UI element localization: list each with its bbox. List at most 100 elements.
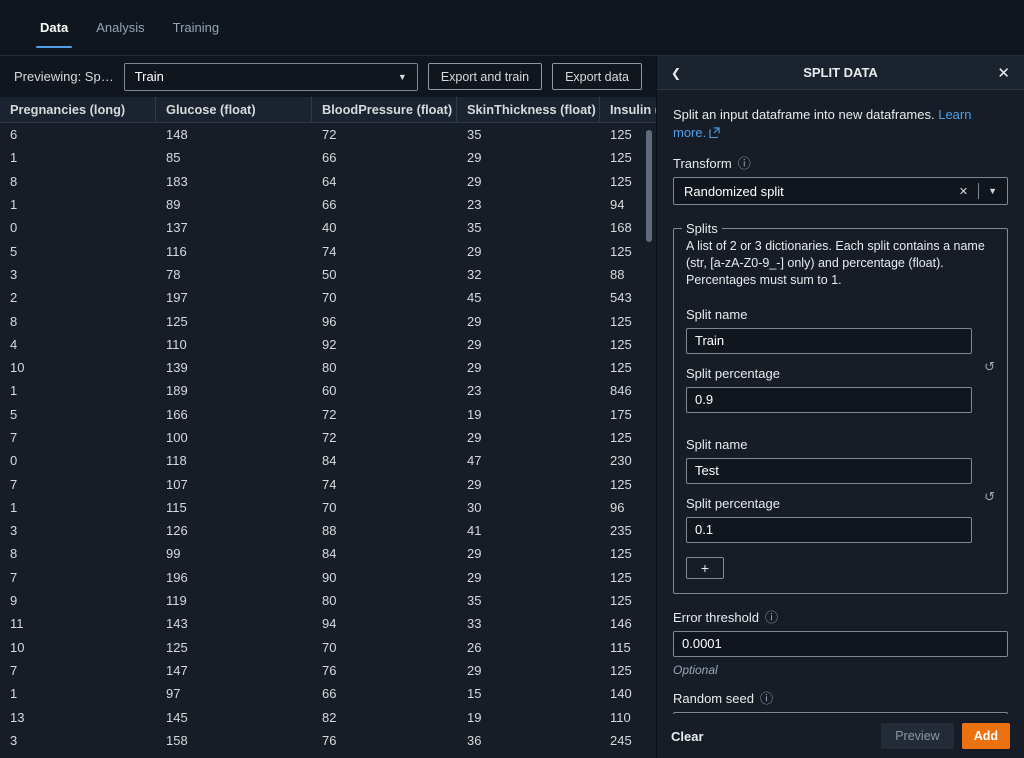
split-name-label: Split name [686, 436, 748, 452]
table-cell: 84 [322, 546, 337, 562]
table-cell: 92 [322, 336, 337, 352]
table-row[interactable]: 7 196 90 29 125 [0, 566, 656, 589]
error-threshold-input[interactable] [673, 630, 1008, 657]
table-row[interactable]: 1 97 66 15 140 [0, 682, 656, 705]
random-seed-input[interactable] [673, 711, 1008, 714]
split-percentage-input[interactable] [686, 386, 972, 413]
table-row[interactable]: 1 115 70 30 96 [0, 496, 656, 519]
table-row[interactable]: 13 145 82 19 110 [0, 705, 656, 728]
split-name-input[interactable] [686, 327, 972, 354]
table-row[interactable]: 4 110 92 29 125 [0, 333, 656, 356]
info-icon[interactable]: ⓘ [764, 609, 778, 625]
table-row[interactable]: 7 100 72 29 125 [0, 426, 656, 449]
close-icon[interactable]: ✕ [997, 64, 1010, 82]
table-row[interactable]: 7 147 76 29 125 [0, 659, 656, 682]
table-cell: 11 [10, 616, 24, 632]
preview-button[interactable]: Preview [881, 723, 954, 749]
table-header-row: Pregnancies (long) Glucose (float) Blood… [0, 97, 656, 123]
split-percentage-row: Split percentage ↺ [686, 360, 995, 381]
table-row[interactable]: 10 139 80 29 125 [0, 356, 656, 379]
info-icon[interactable]: ⓘ [759, 690, 773, 706]
table-row[interactable]: 1 89 66 23 94 [0, 193, 656, 216]
table-row[interactable]: 6 148 72 35 125 [0, 123, 656, 146]
split-percentage-input[interactable] [686, 516, 972, 543]
table-cell: 125 [610, 336, 632, 352]
table-row[interactable]: 11 143 94 33 146 [0, 612, 656, 635]
table-cell: 89 [166, 197, 181, 213]
vertical-scrollbar-thumb[interactable] [646, 130, 652, 242]
table-cell: 88 [322, 523, 337, 539]
tab-analysis-label: Analysis [96, 20, 145, 35]
table-cell: 29 [467, 662, 482, 678]
add-button[interactable]: Add [961, 723, 1010, 749]
table-row[interactable]: 3 126 88 41 235 [0, 519, 656, 542]
table-row[interactable]: 9 119 80 35 125 [0, 589, 656, 612]
table-row[interactable]: 10 125 70 26 115 [0, 636, 656, 659]
tab-training[interactable]: Training [159, 0, 233, 55]
tab-data[interactable]: Data [26, 0, 82, 55]
transform-select[interactable]: Randomized split ✕ ▼ [673, 177, 1008, 206]
table-cell: 125 [166, 313, 188, 329]
column-header-skinthickness[interactable]: SkinThickness (float) [457, 97, 600, 122]
table-cell: 125 [166, 639, 188, 655]
table-cell: 143 [166, 616, 188, 632]
table-cell: 148 [166, 127, 188, 143]
table-cell: 846 [610, 383, 632, 399]
export-and-train-button[interactable]: Export and train [427, 63, 543, 90]
column-header-insulin[interactable]: Insulin (float) [610, 102, 656, 117]
table-row[interactable]: 3 158 76 36 245 [0, 729, 656, 752]
table-row[interactable]: 0 118 84 47 230 [0, 449, 656, 472]
export-data-button[interactable]: Export data [552, 63, 642, 90]
table-cell: 29 [467, 150, 482, 166]
column-header-pregnancies[interactable]: Pregnancies (long) [0, 97, 156, 122]
preview-split-select[interactable]: Train ▼ [123, 62, 418, 91]
table-cell: 78 [166, 266, 181, 282]
table-row[interactable]: 1 85 66 29 125 [0, 146, 656, 169]
table-row[interactable]: 3 78 50 32 88 [0, 263, 656, 286]
table-cell: 125 [610, 313, 632, 329]
preview-toolbar: Previewing: Sp… Train ▼ Export and train… [0, 56, 656, 97]
chevron-left-icon[interactable]: ❮ [671, 65, 682, 80]
table-cell: 1 [10, 150, 18, 166]
tab-analysis[interactable]: Analysis [82, 0, 158, 55]
clear-selection-icon[interactable]: ✕ [958, 185, 969, 198]
table-cell: 29 [467, 360, 482, 376]
table-cell: 7 [10, 569, 18, 585]
table-cell: 125 [610, 569, 632, 585]
table-cell: 15 [467, 686, 482, 702]
table-row[interactable]: 1 189 60 23 846 [0, 379, 656, 402]
clear-button[interactable]: Clear [671, 728, 704, 744]
add-split-button[interactable]: + [686, 556, 724, 579]
table-row[interactable]: 8 183 64 29 125 [0, 170, 656, 193]
reset-icon[interactable]: ↺ [984, 488, 995, 504]
column-header-glucose[interactable]: Glucose (float) [156, 97, 312, 122]
table-row[interactable]: 5 116 74 29 125 [0, 239, 656, 262]
table-row[interactable]: 8 125 96 29 125 [0, 309, 656, 332]
table-cell: 97 [166, 686, 181, 702]
split-name-input[interactable] [686, 457, 972, 484]
table-cell: 1 [10, 197, 18, 213]
table-cell: 70 [322, 639, 337, 655]
table-row[interactable]: 0 137 40 35 168 [0, 216, 656, 239]
table-cell: 29 [467, 243, 482, 259]
table-cell: 118 [166, 453, 187, 469]
table-cell: 125 [610, 662, 632, 678]
table-cell: 125 [610, 360, 632, 376]
table-cell: 110 [166, 336, 187, 352]
learn-more-link[interactable]: Learn more. [673, 107, 971, 140]
table-cell: 125 [610, 546, 632, 562]
table-cell: 125 [610, 593, 632, 609]
table-row[interactable]: 8 99 84 29 125 [0, 542, 656, 565]
table-cell: 115 [610, 639, 631, 655]
table-cell: 72 [322, 127, 337, 143]
table-row[interactable]: 2 197 70 45 543 [0, 286, 656, 309]
reset-icon[interactable]: ↺ [984, 358, 995, 374]
column-header-bloodpressure[interactable]: BloodPressure (float) [312, 97, 457, 122]
table-cell: 94 [322, 616, 337, 632]
table-row[interactable]: 5 166 72 19 175 [0, 403, 656, 426]
table-row[interactable]: 7 107 74 29 125 [0, 472, 656, 495]
table-cell: 72 [322, 406, 337, 422]
table-cell: 125 [610, 243, 632, 259]
table-cell: 29 [467, 313, 482, 329]
info-icon[interactable]: ⓘ [737, 156, 751, 172]
